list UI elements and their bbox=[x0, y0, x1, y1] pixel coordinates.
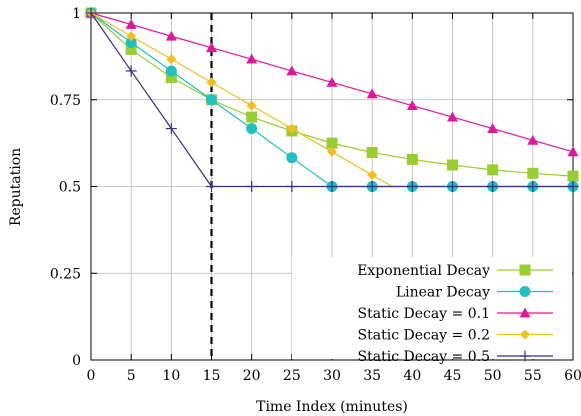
y-tick-label: 0.5 bbox=[59, 180, 81, 196]
data-point bbox=[567, 170, 579, 182]
data-point bbox=[527, 181, 539, 192]
data-point bbox=[166, 54, 177, 65]
data-point bbox=[165, 123, 177, 135]
legend-marker bbox=[519, 286, 531, 297]
y-tick-label: 1 bbox=[72, 6, 81, 22]
data-point bbox=[367, 170, 378, 181]
data-point bbox=[125, 18, 137, 29]
y-tick-label: 0 bbox=[72, 353, 81, 369]
data-point bbox=[406, 153, 418, 165]
x-tick-label: 5 bbox=[127, 368, 136, 384]
data-point bbox=[327, 146, 337, 157]
data-point bbox=[487, 164, 499, 176]
data-point bbox=[206, 42, 217, 53]
data-point bbox=[246, 123, 258, 135]
legend-label: Static Decay = 0.1 bbox=[358, 306, 490, 322]
data-point bbox=[206, 94, 217, 106]
legend-marker bbox=[519, 264, 531, 276]
x-tick-label: 40 bbox=[403, 368, 421, 384]
x-tick-label: 10 bbox=[162, 368, 180, 384]
x-tick-label: 20 bbox=[243, 368, 261, 384]
legend-label: Static Decay = 0.5 bbox=[358, 349, 490, 365]
data-point bbox=[125, 43, 137, 55]
data-point bbox=[126, 31, 137, 42]
data-point bbox=[366, 181, 378, 192]
data-point bbox=[286, 181, 298, 192]
data-point bbox=[246, 53, 258, 64]
data-point bbox=[487, 181, 499, 192]
data-point bbox=[85, 7, 97, 19]
legend-marker bbox=[519, 307, 531, 318]
y-axis-label: Reputation bbox=[8, 148, 24, 226]
data-point bbox=[246, 111, 258, 123]
x-tick-label: 15 bbox=[203, 368, 221, 384]
data-point bbox=[165, 65, 177, 77]
y-tick-label: 0.25 bbox=[50, 266, 81, 282]
data-point bbox=[406, 181, 418, 192]
data-point bbox=[286, 123, 297, 134]
series-static-decay-0-2 bbox=[86, 8, 393, 188]
x-tick-label: 0 bbox=[87, 368, 96, 384]
data-point bbox=[447, 181, 458, 192]
data-point bbox=[206, 181, 217, 192]
x-tick-label: 50 bbox=[484, 368, 502, 384]
series-static-decay-0-1 bbox=[85, 7, 579, 157]
data-point bbox=[206, 77, 217, 88]
x-tick-label: 25 bbox=[283, 368, 301, 384]
data-point bbox=[326, 181, 338, 192]
data-point bbox=[165, 30, 177, 41]
data-point bbox=[447, 159, 458, 171]
legend: Exponential Decay Linear Decay Static Deca… bbox=[292, 257, 572, 365]
data-point bbox=[366, 146, 378, 158]
legend-label: Static Decay = 0.2 bbox=[358, 328, 490, 344]
x-tick-label: 35 bbox=[363, 368, 381, 384]
data-point bbox=[447, 111, 458, 122]
x-tick-label: 60 bbox=[564, 368, 581, 384]
data-point bbox=[125, 36, 137, 48]
data-point bbox=[165, 72, 177, 84]
x-axis-label: Time Index (minutes) bbox=[256, 399, 408, 415]
legend-marker bbox=[520, 329, 530, 340]
legend-marker bbox=[519, 350, 531, 362]
data-point bbox=[567, 146, 579, 157]
data-point bbox=[326, 137, 338, 149]
data-point bbox=[246, 100, 257, 111]
data-point bbox=[527, 134, 539, 145]
x-tick-label: 45 bbox=[444, 368, 462, 384]
legend-label: Exponential Decay bbox=[357, 263, 490, 279]
legend-label: Linear Decay bbox=[396, 285, 490, 301]
data-point bbox=[406, 100, 418, 111]
axes: 0 5 10 15 20 25 30 35 40 45 50 55 60 0 0.25 0.5 0.75 1 bbox=[50, 6, 581, 384]
series-group bbox=[85, 7, 579, 192]
data-point bbox=[246, 181, 258, 192]
y-tick-label: 0.75 bbox=[50, 93, 81, 109]
data-point bbox=[527, 167, 539, 179]
series-static-decay-0-5 bbox=[85, 7, 579, 192]
x-tick-label: 55 bbox=[524, 368, 542, 384]
data-point bbox=[567, 181, 579, 192]
data-point bbox=[286, 152, 298, 164]
data-point bbox=[125, 65, 137, 77]
data-point bbox=[487, 123, 499, 133]
data-point bbox=[286, 65, 298, 76]
data-point bbox=[326, 76, 338, 87]
x-tick-label: 30 bbox=[323, 368, 341, 384]
data-point bbox=[366, 88, 378, 99]
